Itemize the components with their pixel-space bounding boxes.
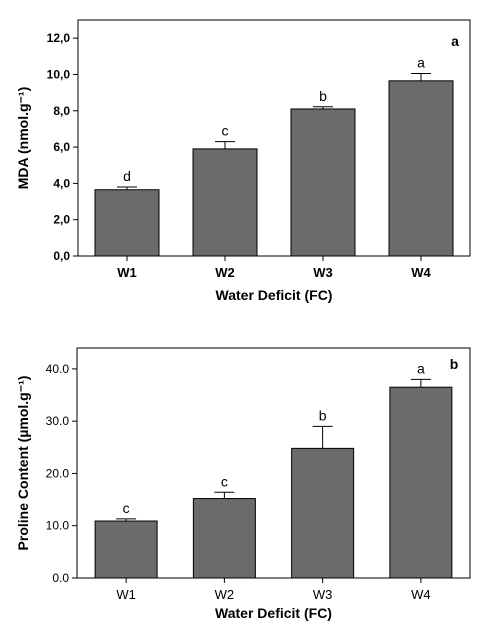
bar <box>389 386 453 579</box>
x-tick-label: W1 <box>117 265 137 280</box>
y-tick-label: 12,0 <box>47 31 71 45</box>
x-tick-label: W3 <box>313 587 333 602</box>
x-tick-label: W4 <box>411 265 431 280</box>
y-axis-label: Proline Content (µmol.g⁻¹) <box>15 376 31 551</box>
y-tick-label: 8,0 <box>53 104 70 118</box>
x-tick-label: W4 <box>411 587 431 602</box>
bar <box>94 520 158 579</box>
x-axis-label: Water Deficit (FC) <box>215 605 332 621</box>
significance-letter: a <box>417 55 425 71</box>
significance-letter: c <box>221 473 228 489</box>
bar <box>290 108 356 257</box>
chart-panel-b: 0.0 10.0 20.0 30.0 40.0 c W1 c W2 b W3 a W4 b Water De… <box>15 347 471 621</box>
bar <box>388 80 454 257</box>
x-axis-label: Water Deficit (FC) <box>216 287 333 303</box>
significance-letter: b <box>319 407 327 423</box>
y-tick-label: 30.0 <box>46 414 70 428</box>
x-tick-label: W3 <box>313 265 333 280</box>
x-tick-label: W2 <box>215 265 235 280</box>
bar <box>94 189 160 257</box>
bar <box>291 447 355 579</box>
y-tick-label: 40.0 <box>46 362 70 376</box>
y-tick-label: 10.0 <box>46 519 70 533</box>
y-tick-label: 20.0 <box>46 466 70 480</box>
significance-letter: c <box>123 500 130 516</box>
y-tick-label: 0,0 <box>53 249 70 263</box>
y-tick-label: 6,0 <box>53 140 70 154</box>
y-axis-label: MDA (nmol.g⁻¹) <box>15 87 31 190</box>
y-tick-label: 4,0 <box>53 176 70 190</box>
bar <box>192 498 256 579</box>
plot-frame <box>76 347 471 579</box>
plot-frame <box>77 19 471 257</box>
significance-letter: a <box>417 360 425 376</box>
significance-letter: b <box>319 88 327 104</box>
y-tick-label: 2,0 <box>53 213 70 227</box>
y-tick-label: 0.0 <box>52 571 69 585</box>
chart-panel-a: 0,0 2,0 4,0 6,0 8,0 10,0 12,0 d W1 c W2 b W3 a W4 a Wate… <box>15 19 471 303</box>
bar <box>192 148 258 257</box>
y-tick-label: 10,0 <box>47 67 71 81</box>
panel-label: b <box>450 356 459 372</box>
panel-label: a <box>451 33 459 49</box>
x-tick-label: W1 <box>116 587 136 602</box>
significance-letter: d <box>123 168 131 184</box>
x-tick-label: W2 <box>215 587 235 602</box>
significance-letter: c <box>222 123 229 139</box>
